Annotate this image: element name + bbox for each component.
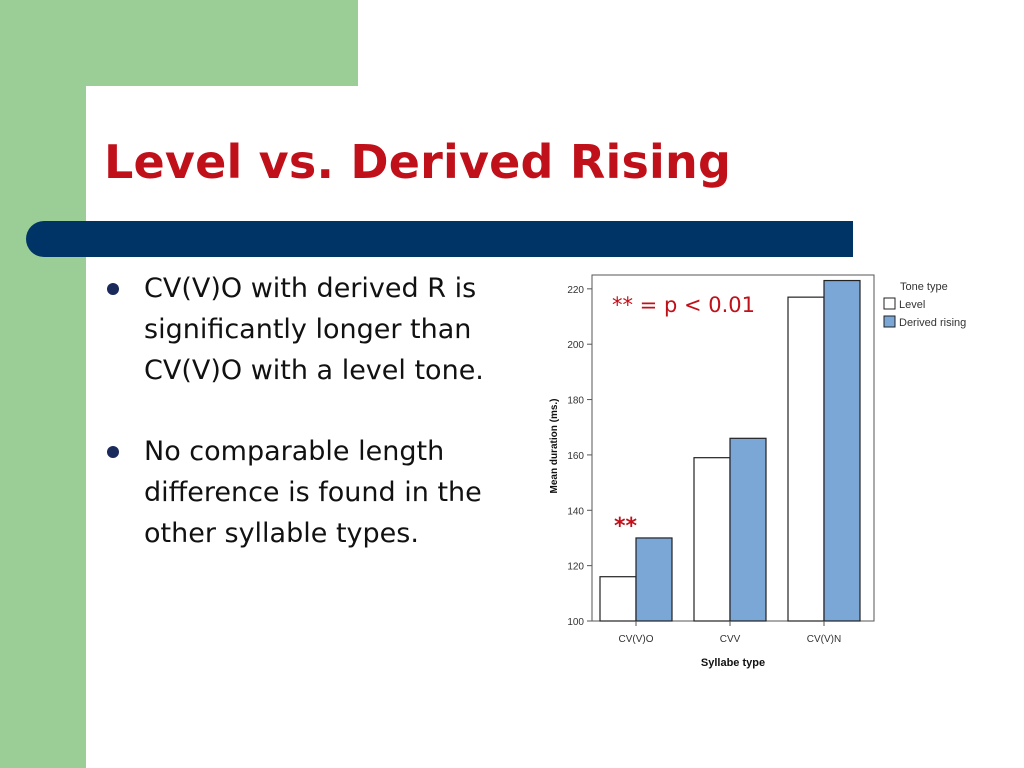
y-tick-label: 160 [567,451,584,462]
bars [599,279,861,622]
bar-derived-rising [729,437,767,622]
bullet-item: No comparable length difference is found… [104,431,484,554]
bullet-text: CV(V)O with derived R is significantly l… [144,273,484,386]
duration-bar-chart: 100 120 140 160 180 200 220 CV(V)O CVV CV(V)N Me… [549,274,966,669]
bar-level [693,457,731,622]
bar-level [599,576,637,622]
bar-derived-rising [635,537,673,622]
bar-derived-rising [823,279,861,622]
legend-label: Level [899,299,925,311]
x-axis: CV(V)O CVV CV(V)N [619,621,841,645]
y-axis: 100 120 140 160 180 200 220 [567,285,592,628]
bar-level [787,296,825,622]
x-tick-label: CVV [720,634,741,645]
slide-title: Level vs. Derived Rising [104,135,732,189]
bullet-text: No comparable length difference is found… [144,436,482,549]
bullet-item: CV(V)O with derived R is significantly l… [104,268,484,391]
background-green-side [0,0,86,768]
legend: Tone type Level Derived rising [883,281,966,329]
legend-swatch [883,297,896,310]
legend-title: Tone type [900,281,948,293]
x-tick-label: CV(V)N [807,634,841,645]
bullet-list: CV(V)O with derived R is significantly l… [104,268,484,594]
significance-marker: ** [614,514,638,539]
y-tick-label: 180 [567,396,584,407]
bullet-dot-icon [107,283,119,295]
y-tick-label: 100 [567,617,584,628]
y-tick-label: 120 [567,562,584,573]
y-tick-label: 140 [567,506,584,517]
significance-key: ** = p < 0.01 [612,293,755,317]
y-tick-label: 220 [567,285,584,296]
title-underline-bar [26,221,853,257]
x-axis-label: Syllabe type [701,657,765,669]
y-axis-label: Mean duration (ms.) [549,398,560,493]
legend-swatch [883,315,896,328]
legend-label: Derived rising [899,317,966,329]
x-tick-label: CV(V)O [619,634,654,645]
y-tick-label: 200 [567,340,584,351]
bullet-dot-icon [107,446,119,458]
content-panel [86,86,1024,768]
